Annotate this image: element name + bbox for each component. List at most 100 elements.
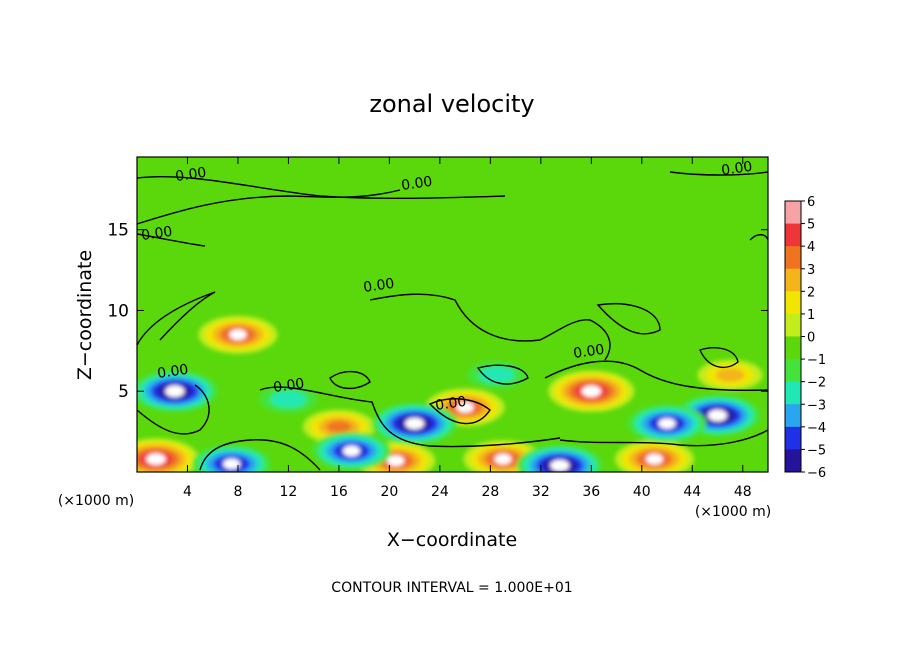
- colorbar-label: 3: [807, 263, 815, 278]
- contour-label: 0.00: [272, 376, 305, 396]
- contour-labels: 0.00 0.00 0.00 0.00 0.00 0.00 0.00 0.00 0.00: [140, 159, 753, 414]
- colorbar-label: −2: [807, 376, 826, 391]
- negative-core-4: [627, 404, 707, 443]
- positive-floor-4: [614, 440, 694, 472]
- positive-core-1: [198, 315, 278, 354]
- anomaly-peak: [494, 453, 512, 465]
- colorbar-swatch: [785, 426, 801, 450]
- y-tick-label: 10: [107, 301, 129, 321]
- anomaly-peak: [581, 385, 601, 398]
- contour-line: [699, 347, 739, 369]
- x-axis-ticks: 4 8 12 16 20 24 28 32 36 40 44 48: [183, 157, 752, 500]
- colorbar-label: −1: [807, 353, 826, 368]
- contour-line: [596, 303, 661, 335]
- x-tick-label: 44: [683, 484, 701, 500]
- x-tick-label: 12: [280, 484, 298, 500]
- contour-interval-note: CONTOUR INTERVAL = 1.000E+01: [331, 580, 572, 596]
- colorbar-swatch: [785, 359, 801, 383]
- anomaly-peak: [146, 453, 166, 465]
- x-tick-label: 4: [183, 484, 192, 500]
- anomaly-level: [270, 390, 307, 408]
- anomaly-layer: [137, 315, 763, 472]
- x-tick-label: 20: [380, 484, 398, 500]
- colorbar-swatch: [785, 201, 801, 225]
- anomaly-peak: [405, 417, 425, 430]
- colorbar-swatch: [785, 223, 801, 247]
- colorbar-swatch: [785, 381, 801, 405]
- positive-core-2: [548, 370, 635, 413]
- colorbar-swatch: [785, 246, 801, 270]
- negative-core-8: [312, 432, 392, 470]
- plot-frame: [136, 156, 769, 473]
- chart-title: zonal velocity: [369, 90, 534, 118]
- contour-line: [137, 384, 210, 435]
- colorbar-label: −5: [807, 443, 826, 458]
- y-tick-label: 5: [118, 382, 129, 402]
- x-tick-label: 32: [532, 484, 550, 500]
- colorbar-label: 2: [807, 285, 815, 300]
- anomaly-peak: [645, 453, 664, 465]
- positive-floor-1: [137, 438, 199, 472]
- contour-line: [476, 364, 529, 385]
- colorbar-label: −4: [807, 421, 826, 436]
- anomaly-peak: [387, 455, 405, 467]
- colorbar-label: 1: [807, 308, 815, 323]
- contour-line: [369, 293, 611, 361]
- x-tick-label: 24: [431, 484, 449, 500]
- contour-line: [559, 429, 768, 447]
- x-tick-label: 48: [734, 484, 752, 500]
- colorbar-label: 6: [807, 195, 815, 210]
- colorbar-swatch: [785, 336, 801, 360]
- contour-label: 0.00: [434, 394, 467, 414]
- anomaly-peak: [708, 409, 727, 422]
- contour-label: 0.00: [174, 165, 207, 185]
- anomaly-peak: [550, 459, 570, 472]
- anomaly-level: [326, 420, 352, 433]
- colorbar-swatch: [785, 268, 801, 292]
- x-tick-label: 16: [330, 484, 348, 500]
- contour-label: 0.00: [156, 362, 189, 382]
- negative-core-5: [516, 444, 603, 472]
- anomaly-peak: [229, 329, 247, 341]
- zero-contours: [137, 171, 768, 471]
- negative-core-9: [192, 444, 272, 472]
- x-axis-label: X−coordinate: [387, 529, 517, 551]
- x-tick-label: 36: [582, 484, 600, 500]
- contour-line: [544, 360, 768, 392]
- positive-core-5: [697, 359, 763, 391]
- colorbar-swatch: [785, 291, 801, 315]
- anomaly-peak: [165, 385, 185, 398]
- x-tick-label: 40: [633, 484, 651, 500]
- colorbar-label: −6: [807, 466, 826, 481]
- y-axis-label: Z−coordinate: [74, 250, 96, 380]
- anomaly-peak: [456, 402, 474, 413]
- contour-line: [259, 386, 561, 448]
- contour-line: [137, 189, 401, 225]
- anomaly-level: [715, 368, 745, 382]
- negative-core-7: [259, 385, 318, 413]
- contour-line: [137, 175, 506, 200]
- anomaly-peak: [342, 445, 361, 457]
- x-unit-label-left: (×1000 m): [58, 493, 134, 509]
- y-axis-ticks: 5 10 15: [107, 221, 768, 402]
- contour-line: [137, 291, 216, 346]
- velocity-field: 0.00 0.00 0.00 0.00 0.00 0.00 0.00 0.00 0.00: [137, 157, 768, 472]
- negative-core-1: [137, 370, 218, 413]
- colorbar-label: 0: [807, 331, 815, 346]
- colorbar: 6 5 4 3 2 1 0 −1 −2 −3 −4 −5 −6: [784, 195, 826, 481]
- x-unit-label-right: (×1000 m): [695, 504, 771, 520]
- colorbar-label: 5: [807, 218, 815, 233]
- anomaly-level: [478, 366, 515, 384]
- contour-label: 0.00: [572, 342, 605, 362]
- negative-core-2: [371, 402, 458, 445]
- contour-line: [137, 233, 206, 247]
- colorbar-swatch: [785, 404, 801, 428]
- colorbar-label: −3: [807, 398, 826, 413]
- anomaly-peak: [222, 458, 241, 470]
- contour-label: 0.00: [720, 159, 753, 179]
- contour-line: [669, 171, 768, 176]
- colorbar-swatch: [785, 313, 801, 337]
- x-tick-label: 8: [233, 484, 242, 500]
- colorbar-label: 4: [807, 240, 815, 255]
- colorbar-swatch: [785, 449, 801, 473]
